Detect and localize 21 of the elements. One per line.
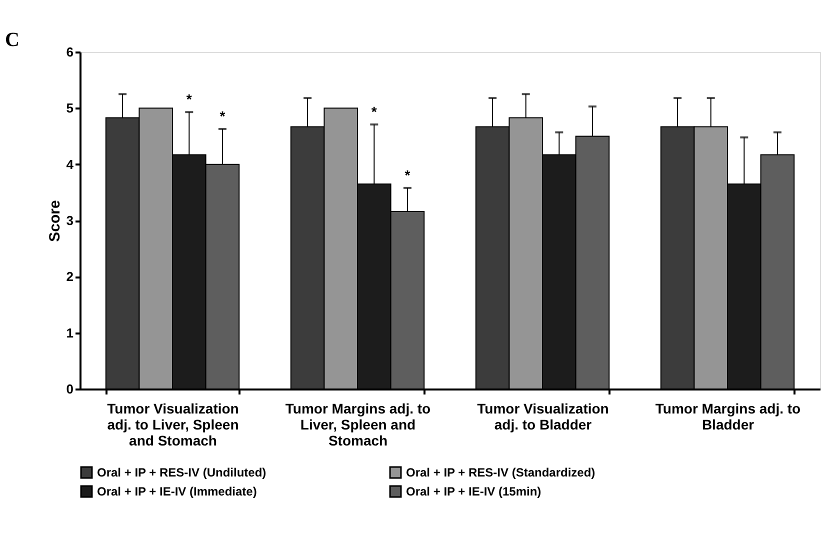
y-tick-label: 4 — [66, 156, 74, 172]
y-tick-label: 5 — [66, 100, 74, 116]
legend-label: Oral + IP + IE-IV (Immediate) — [97, 484, 257, 498]
legend-label: Oral + IP + IE-IV (15min) — [406, 484, 542, 498]
legend-label: Oral + IP + RES-IV (Undiluted) — [97, 466, 266, 480]
text: C — [5, 29, 20, 51]
annotation: * — [186, 91, 192, 108]
y-axis-title: Score — [46, 200, 64, 242]
annotation: * — [404, 166, 411, 183]
x-tick-label: Tumor Margins adj. to Liver, Spleen and Stomach — [285, 400, 431, 448]
x-tick-label: Tumor Visualization adj. to Bladder — [477, 400, 609, 432]
annotation: * — [220, 108, 226, 124]
y-tick-label: 2 — [66, 269, 74, 284]
legend-label: Oral + IP + RES-IV (Standardized) — [406, 466, 596, 480]
y-tick-label: 3 — [66, 213, 74, 228]
y-tick-label: 1 — [66, 325, 74, 340]
x-tick-label: Tumor Margins adj. to Bladder — [655, 400, 801, 432]
annotation: * — [371, 103, 378, 120]
y-tick-label: 0 — [66, 382, 74, 396]
x-tick-label: Tumor Visualization adj. to Liver, Spleen and Stomach — [107, 400, 239, 448]
y-tick-label: 6 — [66, 44, 74, 60]
